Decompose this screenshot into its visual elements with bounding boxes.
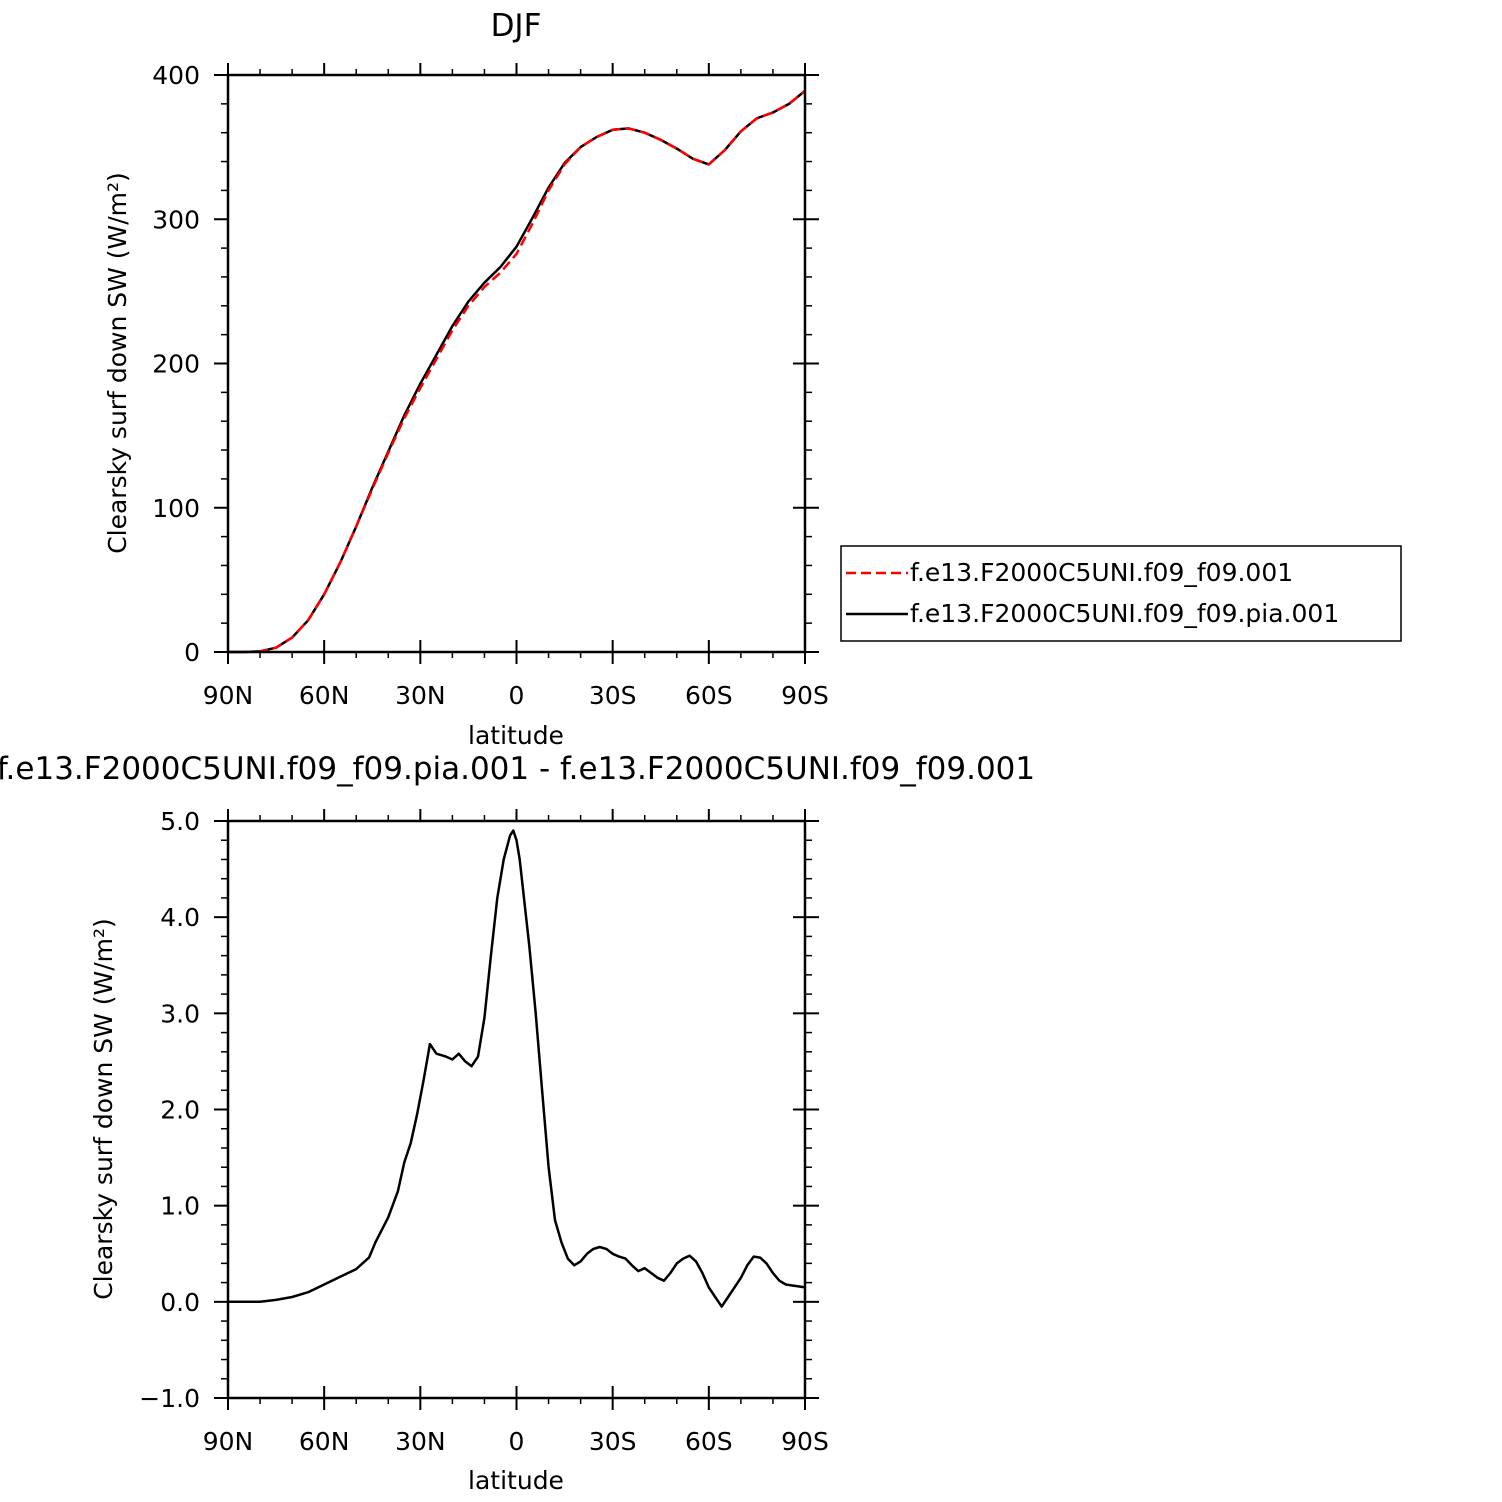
legend-box bbox=[840, 545, 1402, 642]
bottom-y-axis-label: Clearsky surf down SW (W/m²) bbox=[89, 918, 118, 1300]
x-tick-label: 30N bbox=[395, 681, 446, 710]
top-chart-title: DJF bbox=[491, 8, 542, 44]
top-plot-frame bbox=[226, 73, 807, 654]
bottom-series-group bbox=[228, 829, 806, 1308]
x-tick-label: 60N bbox=[299, 681, 350, 710]
x-tick-label: 60S bbox=[685, 1427, 733, 1456]
y-tick-label: −1.0 bbox=[139, 1384, 200, 1413]
y-tick-label: 0.0 bbox=[160, 1288, 200, 1317]
x-tick-label: 30N bbox=[395, 1427, 446, 1456]
x-tick-label: 90N bbox=[203, 681, 254, 710]
bottom-axis-ticks: 90N 60N 30N 0 30S 60S 90S −1.0 0.0 1.0 2.0 3.0 4.0 5.… bbox=[139, 807, 829, 1456]
legend-label-ref: f.e13.F2000C5UNI.f09_f09.001 bbox=[910, 558, 1293, 587]
y-tick-label: 4.0 bbox=[160, 903, 200, 932]
legend-label-test: f.e13.F2000C5UNI.f09_f09.pia.001 bbox=[910, 599, 1339, 628]
top-x-axis-label: latitude bbox=[468, 721, 564, 750]
x-tick-label: 30S bbox=[589, 681, 637, 710]
x-tick-label: 0 bbox=[509, 681, 525, 710]
y-tick-label: 100 bbox=[152, 494, 200, 523]
top-y-axis-label: Clearsky surf down SW (W/m²) bbox=[103, 172, 132, 554]
x-tick-label: 0 bbox=[509, 1427, 525, 1456]
y-tick-label: 5.0 bbox=[160, 807, 200, 836]
y-tick-label: 0 bbox=[184, 638, 200, 667]
series-line-0 bbox=[228, 89, 806, 654]
x-tick-label: 60N bbox=[299, 1427, 350, 1456]
y-tick-label: 3.0 bbox=[160, 999, 200, 1028]
top-series-group bbox=[228, 89, 806, 654]
y-tick-label: 300 bbox=[152, 205, 200, 234]
series-line-1 bbox=[228, 89, 806, 654]
top-panel: DJF Clearsky surf down SW (W/m²) latitud… bbox=[103, 8, 829, 750]
bottom-panel: f.e13.F2000C5UNI.f09_f09.pia.001 - f.e13… bbox=[0, 751, 1035, 1495]
legend: f.e13.F2000C5UNI.f09_f09.001 f.e13.F2000… bbox=[840, 545, 1402, 642]
x-tick-label: 60S bbox=[685, 681, 733, 710]
y-tick-label: 1.0 bbox=[160, 1192, 200, 1221]
bottom-x-axis-label: latitude bbox=[468, 1466, 564, 1495]
top-axis-ticks: 90N 60N 30N 0 30S 60S 90S 0 100 200 300 400 bbox=[152, 61, 829, 710]
series-line-0 bbox=[228, 829, 806, 1308]
y-tick-label: 2.0 bbox=[160, 1096, 200, 1125]
x-tick-label: 90S bbox=[781, 681, 829, 710]
x-tick-label: 90S bbox=[781, 1427, 829, 1456]
bottom-chart-title: f.e13.F2000C5UNI.f09_f09.pia.001 - f.e13… bbox=[0, 751, 1035, 787]
y-tick-label: 200 bbox=[152, 350, 200, 379]
y-tick-label: 400 bbox=[152, 61, 200, 90]
x-tick-label: 90N bbox=[203, 1427, 254, 1456]
bottom-plot-frame bbox=[226, 819, 807, 1400]
x-tick-label: 30S bbox=[589, 1427, 637, 1456]
